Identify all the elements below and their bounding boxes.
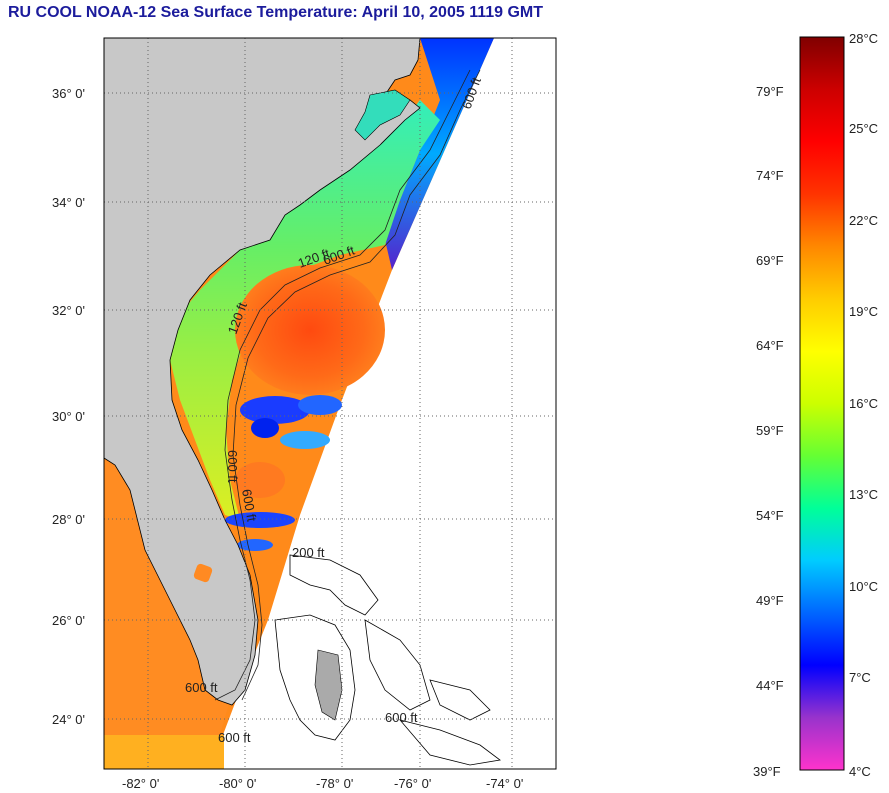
celsius-label: 13°C <box>849 487 878 502</box>
fahrenheit-label: 79°F <box>756 84 784 99</box>
lat-label: 30° 0' <box>52 409 85 424</box>
gulf-water <box>104 458 230 769</box>
lat-label: 36° 0' <box>52 86 85 101</box>
lon-label: -74° 0' <box>486 776 523 791</box>
lake-okeechobee <box>193 563 213 583</box>
cold-patch <box>251 418 279 438</box>
lat-label: 32° 0' <box>52 303 85 318</box>
map-title: RU COOL NOAA-12 Sea Surface Temperature:… <box>8 4 544 21</box>
contour-label: 200 ft <box>292 545 325 560</box>
lat-label: 28° 0' <box>52 512 85 527</box>
contour-label: 600 ft <box>239 488 259 523</box>
lon-label: -80° 0' <box>219 776 256 791</box>
contour-label: 600 ft <box>385 710 418 725</box>
bathymetry-contours <box>214 69 481 701</box>
contour-label: 600 ft <box>218 730 251 745</box>
graticule <box>104 38 556 769</box>
celsius-label: 7°C <box>849 670 871 685</box>
lat-label: 34° 0' <box>52 195 85 210</box>
fahrenheit-label: 39°F <box>753 764 781 779</box>
celsius-label: 22°C <box>849 213 878 228</box>
cold-patch <box>298 395 342 415</box>
lat-label: 24° 0' <box>52 712 85 727</box>
celsius-label: 25°C <box>849 121 878 136</box>
lat-label: 26° 0' <box>52 613 85 628</box>
fahrenheit-label: 49°F <box>756 593 784 608</box>
fahrenheit-label: 69°F <box>756 253 784 268</box>
andros-island <box>314 649 343 721</box>
celsius-label: 16°C <box>849 396 878 411</box>
color-scale-bar <box>799 36 845 771</box>
cold-patch <box>280 431 330 449</box>
fahrenheit-label: 74°F <box>756 168 784 183</box>
fahrenheit-label: 54°F <box>756 508 784 523</box>
fahrenheit-label: 64°F <box>756 338 784 353</box>
cold-patch <box>237 539 273 551</box>
contour-label: 600 ft <box>225 450 240 483</box>
lon-label: -82° 0' <box>122 776 159 791</box>
land-us <box>104 38 421 706</box>
lon-label: -76° 0' <box>394 776 431 791</box>
celsius-label: 4°C <box>849 764 871 779</box>
cold-patch <box>240 396 310 424</box>
celsius-label: 10°C <box>849 579 878 594</box>
celsius-label: 28°C <box>849 31 878 46</box>
celsius-label: 19°C <box>849 304 878 319</box>
map-frame <box>103 37 557 770</box>
fahrenheit-label: 44°F <box>756 678 784 693</box>
shelf-water <box>170 100 440 520</box>
fahrenheit-label: 59°F <box>756 423 784 438</box>
lon-label: -78° 0' <box>316 776 353 791</box>
warm-patch <box>235 462 285 498</box>
gulf-yellow-band <box>104 735 224 769</box>
contour-label: 600 ft <box>185 680 218 695</box>
